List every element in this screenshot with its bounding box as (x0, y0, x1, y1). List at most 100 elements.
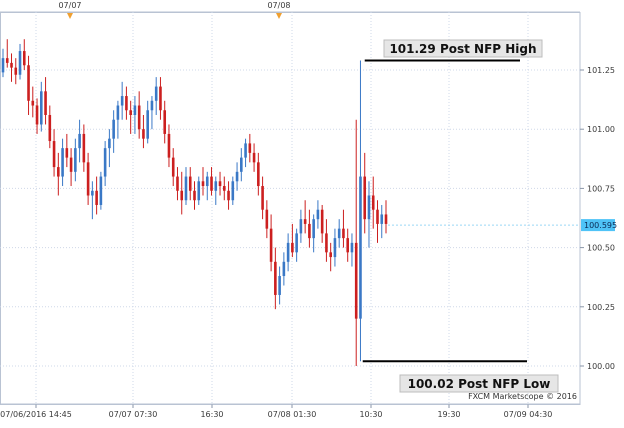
candle (142, 114, 145, 149)
candle-body (48, 114, 52, 142)
candle-body (303, 219, 307, 224)
candle-body (363, 176, 367, 220)
candle-body (376, 209, 379, 224)
top-ruler (0, 0, 580, 12)
candle (129, 100, 132, 134)
candle (52, 129, 56, 177)
candle-body (295, 233, 298, 253)
candle-body (316, 209, 320, 220)
candle (244, 138, 247, 168)
candle (384, 200, 388, 234)
candle (227, 181, 230, 210)
candle-body (31, 100, 35, 106)
candle-body (337, 228, 341, 239)
axes: 101.25 101.00 100.75 100.50 100.25 100.00 07/0… (0, 1, 615, 419)
candle-body (129, 110, 132, 115)
candle-body (350, 242, 354, 253)
candle-body (257, 162, 260, 187)
candle-body (27, 65, 30, 101)
candle (376, 200, 379, 243)
candle (380, 204, 384, 239)
candle-body (188, 176, 192, 191)
candle (201, 167, 205, 196)
candle-body (103, 148, 107, 177)
candle (167, 124, 171, 168)
candle-body (244, 143, 247, 158)
candle-body (210, 176, 213, 191)
candle-body (278, 276, 281, 295)
candle (354, 119, 358, 366)
candle-body (184, 176, 188, 201)
candle (163, 100, 167, 144)
candle (86, 152, 90, 205)
candle (205, 171, 209, 201)
candle (44, 77, 47, 125)
candle-body (222, 186, 226, 191)
candle (316, 200, 320, 229)
candle (210, 167, 213, 196)
x-tick-label: 07/07 07:30 (109, 410, 158, 419)
candle-body (371, 195, 375, 210)
candle (48, 105, 52, 149)
candle (171, 148, 175, 187)
candle (40, 81, 43, 132)
candle (350, 233, 354, 267)
candle-body (384, 214, 388, 224)
y-tick-label: 101.00 (587, 125, 615, 134)
candle-body (176, 176, 179, 191)
candle (150, 96, 154, 130)
candle (371, 176, 375, 229)
candle-body (265, 209, 269, 229)
candle-body (86, 162, 90, 196)
candle-body (5, 58, 9, 63)
candle (325, 219, 328, 262)
candle (218, 171, 222, 196)
candle (82, 124, 86, 172)
candle-body (333, 238, 337, 258)
candle (14, 58, 18, 85)
candle-body (78, 133, 81, 149)
y-tick-label: 100.75 (587, 184, 615, 193)
candle (10, 53, 13, 82)
candle (363, 152, 367, 234)
candle (295, 228, 298, 262)
candle-body (82, 133, 86, 163)
candle-body (214, 181, 218, 191)
candle (74, 138, 77, 182)
candle-body (125, 96, 128, 111)
candle-body (154, 86, 158, 101)
candle (248, 133, 252, 163)
candle-body (218, 181, 222, 187)
candle (18, 43, 22, 80)
candle (291, 223, 294, 258)
x-tick-label: 16:30 (200, 410, 223, 419)
candle-body (197, 181, 201, 201)
candle-body (171, 157, 175, 177)
candle (278, 266, 281, 305)
candle (303, 200, 307, 234)
candle-body (193, 190, 196, 201)
y-tick-label: 100.50 (587, 244, 615, 253)
candle-body (367, 195, 371, 220)
candle-body (261, 186, 264, 210)
candle-body (69, 157, 73, 172)
candle (99, 171, 103, 210)
candle-body (342, 228, 345, 239)
y-tick-label: 101.25 (587, 66, 615, 75)
candle-body (380, 214, 384, 224)
high-label-box (383, 39, 543, 58)
candle-body (22, 51, 26, 66)
candle (120, 81, 124, 120)
candle-body (18, 51, 22, 75)
candle (31, 86, 35, 118)
candle (108, 129, 111, 168)
candle (133, 96, 137, 134)
candle-body (329, 252, 332, 258)
x-tick-label: 07/06/2016 14:45 (0, 410, 72, 419)
candle-body (205, 176, 209, 187)
candle-body (269, 228, 273, 262)
candle (329, 242, 332, 272)
plot-frame (0, 12, 581, 405)
candle (112, 110, 115, 153)
